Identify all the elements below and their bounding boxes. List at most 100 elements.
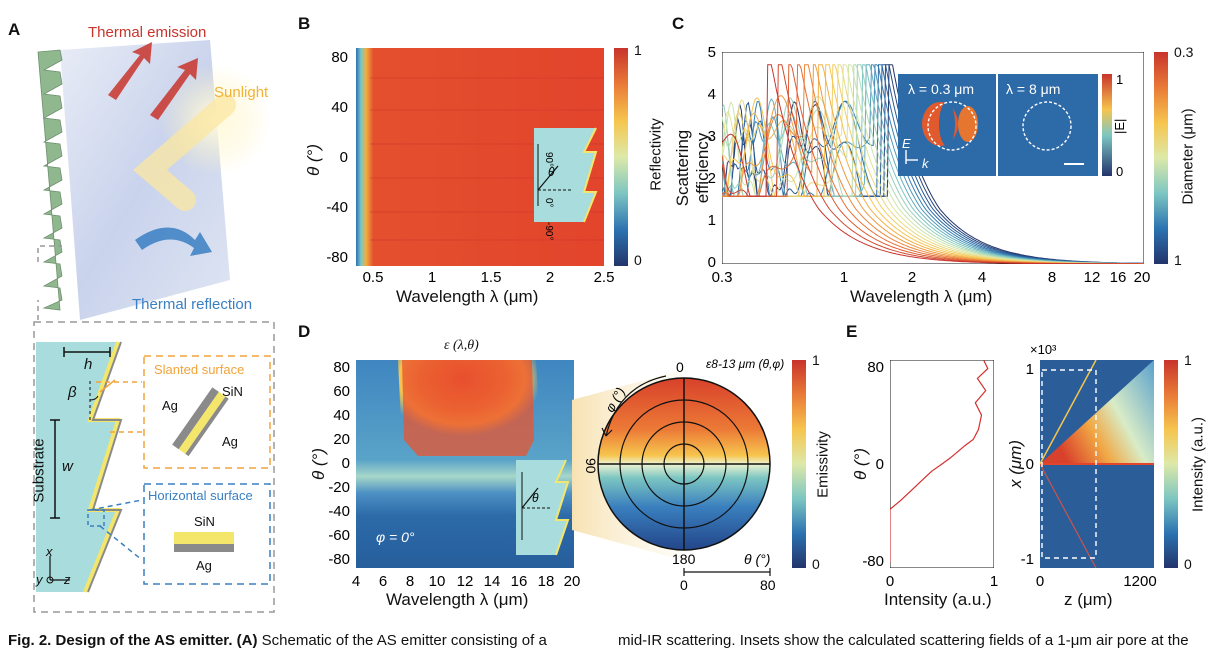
axis-z-label: z	[64, 572, 71, 587]
panel-b-heatmap: θ 90° 0° -90°	[356, 48, 604, 266]
d-ytick: -20	[328, 479, 350, 496]
d-xtick: 8	[406, 573, 414, 590]
sawtooth-edge	[37, 49, 63, 311]
e2-colorbar	[1164, 360, 1178, 568]
e2-cbar-min: 0	[1184, 556, 1192, 572]
c-cbar-min: 1	[1174, 252, 1182, 268]
c-xtick: 12	[1084, 269, 1101, 286]
e-ylabel: θ (°)	[851, 447, 870, 481]
b-colorbar	[614, 48, 628, 266]
slanted-ag-label-2: Ag	[222, 434, 238, 449]
c-ylabel: Scattering efficiency	[673, 129, 712, 207]
b-ytick: 0	[340, 149, 348, 166]
b-xtick: 2	[546, 269, 554, 286]
b-xtick: 2.5	[594, 269, 615, 286]
svg-text:90°: 90°	[543, 152, 554, 167]
d-xlabel: Wavelength λ (μm)	[386, 590, 529, 609]
horizontal-surface-box	[143, 483, 271, 585]
c-ytick: 2	[708, 170, 716, 187]
horizontal-surface-title: Horizontal surface	[148, 488, 253, 503]
e2-heatmap	[1040, 360, 1154, 568]
b-xtick: 0.5	[363, 269, 384, 286]
b-xlabel: Wavelength λ (μm)	[396, 287, 539, 306]
c-inset-cbar-max: 1	[1116, 72, 1123, 87]
w-label: w	[62, 458, 73, 475]
axis-y-label: y	[36, 572, 43, 587]
horizontal-sin-label: SiN	[194, 514, 215, 529]
d-xtick: 6	[379, 573, 387, 590]
thermal-emission-label: Thermal emission	[88, 24, 207, 41]
panel-label-e: E	[846, 322, 858, 341]
svg-text:-90°: -90°	[543, 222, 554, 240]
b-xtick: 1	[428, 269, 436, 286]
d-title: ε (λ,θ)	[444, 338, 479, 353]
c-inset-left	[898, 74, 996, 176]
c-ytick: 1	[708, 212, 716, 229]
c-ytick: 3	[708, 128, 716, 145]
d-xtick: 12	[457, 573, 474, 590]
e2-axes: ×10³ 1 0 -1 0 1200	[1021, 342, 1157, 590]
d-xtick: 4	[352, 573, 360, 590]
horizontal-ag-label: Ag	[196, 558, 212, 573]
d-cbar-min: 0	[812, 556, 820, 572]
e2-ytick: -1	[1021, 551, 1034, 568]
d-xtick: 14	[484, 573, 501, 590]
c-curves	[722, 64, 1144, 264]
e-ytick: 80	[867, 359, 884, 376]
panel-c-plot: λ = 0.3 μm λ = 8 μm E k 1 0 |E|	[722, 52, 1144, 264]
d-ylabel: θ (°)	[309, 447, 328, 481]
c-inset-right	[998, 74, 1098, 176]
slanted-surface-title: Slanted surface	[154, 362, 245, 377]
axis-x-label: x	[46, 544, 53, 559]
panel-b-axes: 80 40 0 -40 -80 0.5 1 1.5 2 2.5	[326, 49, 615, 286]
e2-exponent: ×10³	[1030, 342, 1057, 357]
d-ytick: -60	[328, 527, 350, 544]
d-inset: θ	[516, 459, 570, 556]
e2-ylabel: x (μm)	[1006, 439, 1025, 489]
svg-text:θ: θ	[532, 491, 539, 505]
d-xtick: 16	[511, 573, 528, 590]
c-xtick: 1	[840, 269, 848, 286]
h-label: h	[84, 356, 93, 373]
caption-part: (A)	[236, 632, 258, 649]
c-ytick: 5	[708, 44, 716, 61]
d-cbar-max: 1	[812, 352, 820, 368]
e2-cbar-label: Intensity (a.u.)	[1189, 416, 1206, 513]
c-curve	[722, 64, 1144, 264]
c-cbar-max: 0.3	[1174, 44, 1194, 60]
c-inset-cbar-min: 0	[1116, 164, 1123, 179]
panel-label-b: B	[298, 14, 311, 33]
c-inset-left-title: λ = 0.3 μm	[908, 81, 974, 97]
c-inset-k: k	[922, 156, 930, 171]
panel-a-schematic	[33, 40, 275, 613]
svg-text:0°: 0°	[543, 198, 554, 208]
e-xtick: 1	[990, 573, 998, 590]
c-inset-e: E	[902, 136, 911, 151]
d-angle-90: 90	[583, 458, 599, 474]
d-ytick: -80	[328, 551, 350, 568]
d-cbar-label: Emissivity	[814, 431, 832, 498]
d-colorbar	[792, 360, 806, 568]
c-xtick: 2	[908, 269, 916, 286]
d-theta-tick-0: 0	[680, 577, 688, 593]
slanted-sin-label: SiN	[222, 384, 243, 399]
substrate-cross-section	[36, 342, 118, 592]
d-angle-0: 0	[676, 359, 684, 375]
d-theta-tick-80: 80	[760, 577, 776, 593]
thermal-emission-arrows	[108, 42, 198, 120]
slanted-surface-box	[143, 355, 271, 469]
c-ytick: 4	[708, 86, 716, 103]
e-ytick: 0	[876, 456, 884, 473]
panel-b-inset: θ 90° 0° -90°	[534, 127, 598, 240]
b-ytick: 40	[331, 99, 348, 116]
panel-label-d: D	[298, 322, 311, 341]
e2-cbar-max: 1	[1184, 352, 1192, 368]
d-ytick: -40	[328, 503, 350, 520]
c-xtick: 8	[1048, 269, 1056, 286]
e2-xlabel: z (μm)	[1064, 590, 1113, 609]
d-xtick: 18	[538, 573, 555, 590]
b-ylabel: θ (°)	[304, 143, 323, 177]
d-ytick: 60	[333, 383, 350, 400]
d-ytick: 40	[333, 407, 350, 424]
thermal-reflection-label: Thermal reflection	[132, 296, 253, 313]
